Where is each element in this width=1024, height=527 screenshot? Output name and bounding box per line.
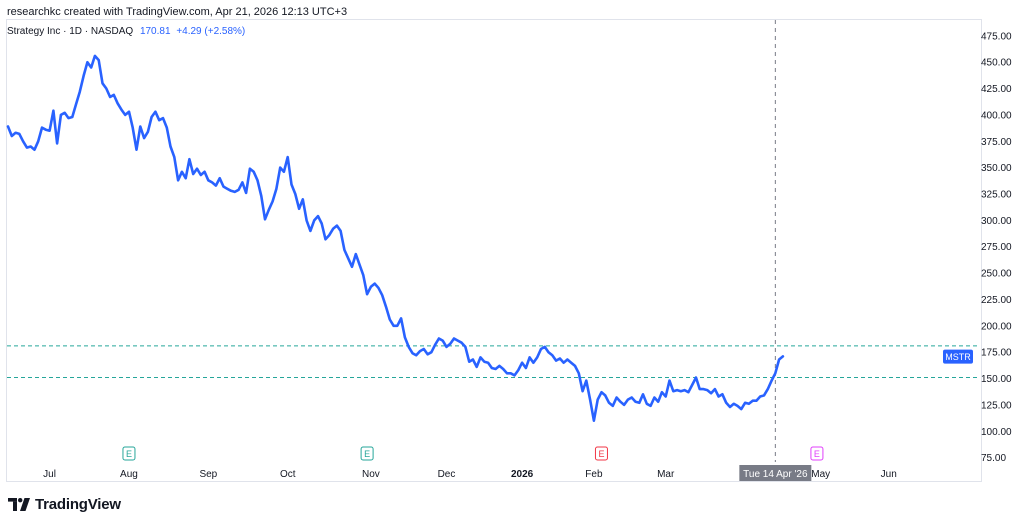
price-change: +4.29 (+2.58%) (176, 26, 246, 37)
y-tick-label: 325.00 (981, 189, 1012, 200)
x-tick-label: Nov (362, 469, 380, 480)
earnings-marker-label: E (598, 449, 604, 459)
y-tick-label: 175.00 (981, 348, 1012, 359)
earnings-marker-icon[interactable] (810, 446, 824, 461)
symbol-price-tag-label: MSTR (945, 352, 971, 362)
x-tick-label: Aug (120, 469, 138, 480)
y-tick-label: 425.00 (981, 84, 1012, 95)
tradingview-logo-icon (8, 498, 30, 511)
x-tick-label: Feb (585, 469, 603, 480)
x-tick-label: Oct (280, 469, 296, 480)
symbol-name[interactable]: Strategy Inc · 1D · NASDAQ (7, 26, 134, 37)
last-price: 170.81 (139, 26, 171, 37)
y-tick-label: 275.00 (981, 242, 1012, 253)
tradingview-logo-text: TradingView (35, 496, 121, 513)
attribution-header: researchkc created with TradingView.com,… (7, 6, 348, 18)
x-tick-label: Jul (43, 469, 56, 480)
earnings-marker-icon[interactable] (360, 446, 374, 461)
y-tick-label: 75.00 (981, 453, 1006, 464)
y-tick-label: 150.00 (981, 374, 1012, 385)
earnings-marker-icon[interactable] (122, 446, 136, 461)
symbol-price-tag[interactable] (943, 349, 973, 364)
tradingview-logo[interactable]: TradingView (8, 496, 121, 513)
x-tick-label: Sep (199, 469, 217, 480)
y-tick-label: 200.00 (981, 321, 1012, 332)
earnings-marker-label: E (364, 449, 370, 459)
y-tick-label: 225.00 (981, 295, 1012, 306)
crosshair-date-tag (739, 465, 812, 481)
y-tick-label: 125.00 (981, 400, 1012, 411)
y-tick-label: 300.00 (981, 216, 1012, 227)
y-tick-label: 475.00 (981, 31, 1012, 42)
x-tick-label: Jun (881, 469, 897, 480)
crosshair-date-label: Tue 14 Apr '26 (743, 469, 808, 480)
y-tick-label: 400.00 (981, 110, 1012, 121)
y-tick-label: 250.00 (981, 269, 1012, 280)
y-tick-label: 350.00 (981, 163, 1012, 174)
chart-frame (6, 19, 982, 482)
y-tick-label: 100.00 (981, 427, 1012, 438)
x-tick-label: Mar (657, 469, 675, 480)
x-tick-label: Dec (438, 469, 456, 480)
earnings-marker-icon[interactable] (594, 446, 608, 461)
price-series-line[interactable] (6, 54, 785, 423)
earnings-marker-label: E (126, 449, 132, 459)
x-tick-label: May (811, 469, 830, 480)
symbol-legend[interactable]: Strategy Inc · 1D · NASDAQ 170.81 +4.29 … (7, 26, 245, 37)
x-tick-label: 2026 (511, 469, 534, 480)
y-tick-label: 450.00 (981, 58, 1012, 69)
y-tick-label: 375.00 (981, 137, 1012, 148)
earnings-marker-label: E (814, 449, 820, 459)
